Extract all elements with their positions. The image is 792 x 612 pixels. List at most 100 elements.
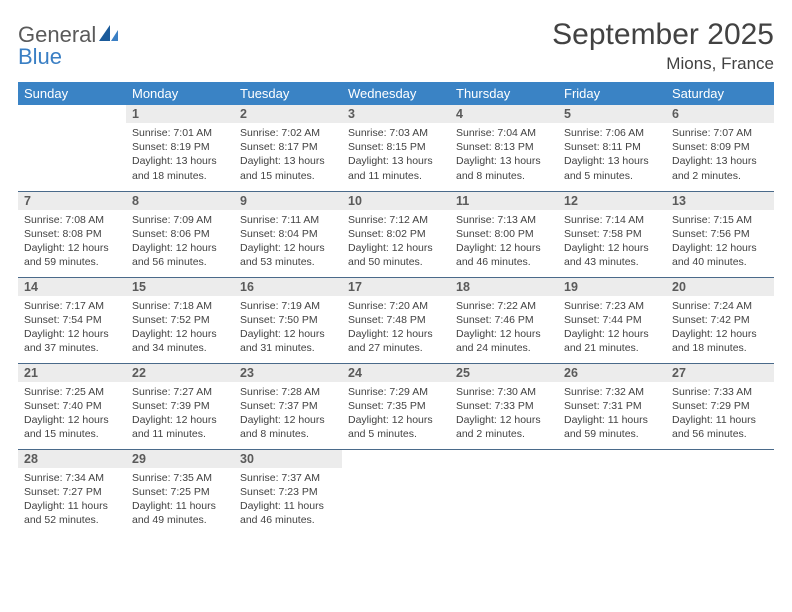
sunrise-line: Sunrise: 7:29 AM <box>348 385 444 399</box>
day-cell: 12Sunrise: 7:14 AMSunset: 7:58 PMDayligh… <box>558 191 666 277</box>
sunset-line: Sunset: 8:17 PM <box>240 140 336 154</box>
logo-word-blue: Blue <box>18 46 120 68</box>
sunset-line: Sunset: 7:50 PM <box>240 313 336 327</box>
daylight-line: Daylight: 13 hours and 5 minutes. <box>564 154 660 182</box>
sunset-line: Sunset: 7:56 PM <box>672 227 768 241</box>
sunrise-line: Sunrise: 7:32 AM <box>564 385 660 399</box>
sunset-line: Sunset: 8:02 PM <box>348 227 444 241</box>
day-number: 12 <box>558 192 666 210</box>
day-number: 6 <box>666 105 774 123</box>
day-cell <box>450 449 558 535</box>
sunset-line: Sunset: 7:33 PM <box>456 399 552 413</box>
daylight-line: Daylight: 12 hours and 50 minutes. <box>348 241 444 269</box>
day-cell: 19Sunrise: 7:23 AMSunset: 7:44 PMDayligh… <box>558 277 666 363</box>
page-header: General Blue September 2025 Mions, Franc… <box>18 18 774 74</box>
day-number: 8 <box>126 192 234 210</box>
day-info: Sunrise: 7:32 AMSunset: 7:31 PMDaylight:… <box>558 382 666 445</box>
day-cell: 30Sunrise: 7:37 AMSunset: 7:23 PMDayligh… <box>234 449 342 535</box>
day-cell: 17Sunrise: 7:20 AMSunset: 7:48 PMDayligh… <box>342 277 450 363</box>
daylight-line: Daylight: 12 hours and 15 minutes. <box>24 413 120 441</box>
day-number: 21 <box>18 364 126 382</box>
location-label: Mions, France <box>552 54 774 74</box>
day-number: 3 <box>342 105 450 123</box>
day-cell: 29Sunrise: 7:35 AMSunset: 7:25 PMDayligh… <box>126 449 234 535</box>
sunrise-line: Sunrise: 7:06 AM <box>564 126 660 140</box>
daylight-line: Daylight: 12 hours and 56 minutes. <box>132 241 228 269</box>
daylight-line: Daylight: 12 hours and 2 minutes. <box>456 413 552 441</box>
sunrise-line: Sunrise: 7:08 AM <box>24 213 120 227</box>
month-title: September 2025 <box>552 18 774 52</box>
day-info: Sunrise: 7:07 AMSunset: 8:09 PMDaylight:… <box>666 123 774 186</box>
day-cell: 16Sunrise: 7:19 AMSunset: 7:50 PMDayligh… <box>234 277 342 363</box>
sunset-line: Sunset: 8:06 PM <box>132 227 228 241</box>
sunrise-line: Sunrise: 7:20 AM <box>348 299 444 313</box>
day-cell: 25 Sunrise: 7:30 AMSunset: 7:33 PMDayligh… <box>450 363 558 449</box>
day-number: 29 <box>126 450 234 468</box>
sunrise-line: Sunrise: 7:22 AM <box>456 299 552 313</box>
weekday-header: Thursday <box>450 82 558 105</box>
daylight-line: Daylight: 12 hours and 46 minutes. <box>456 241 552 269</box>
day-info: Sunrise: 7:04 AMSunset: 8:13 PMDaylight:… <box>450 123 558 186</box>
weekday-header: Friday <box>558 82 666 105</box>
weekday-header: Sunday <box>18 82 126 105</box>
day-number: 28 <box>18 450 126 468</box>
day-cell: 8Sunrise: 7:09 AMSunset: 8:06 PMDaylight… <box>126 191 234 277</box>
daylight-line: Daylight: 12 hours and 59 minutes. <box>24 241 120 269</box>
logo-sail-icon <box>98 24 120 46</box>
day-cell: 7Sunrise: 7:08 AMSunset: 8:08 PMDaylight… <box>18 191 126 277</box>
sunset-line: Sunset: 7:54 PM <box>24 313 120 327</box>
daylight-line: Daylight: 13 hours and 18 minutes. <box>132 154 228 182</box>
day-cell: 23Sunrise: 7:28 AMSunset: 7:37 PMDayligh… <box>234 363 342 449</box>
day-info: Sunrise: 7:37 AMSunset: 7:23 PMDaylight:… <box>234 468 342 531</box>
day-number: 7 <box>18 192 126 210</box>
day-cell: 15Sunrise: 7:18 AMSunset: 7:52 PMDayligh… <box>126 277 234 363</box>
calendar-row: 7Sunrise: 7:08 AMSunset: 8:08 PMDaylight… <box>18 191 774 277</box>
sunrise-line: Sunrise: 7:30 AM <box>456 385 552 399</box>
day-number: 4 <box>450 105 558 123</box>
sunset-line: Sunset: 7:46 PM <box>456 313 552 327</box>
weekday-header: Monday <box>126 82 234 105</box>
daylight-line: Daylight: 12 hours and 11 minutes. <box>132 413 228 441</box>
sunset-line: Sunset: 7:35 PM <box>348 399 444 413</box>
sunrise-line: Sunrise: 7:04 AM <box>456 126 552 140</box>
daylight-line: Daylight: 11 hours and 52 minutes. <box>24 499 120 527</box>
sunrise-line: Sunrise: 7:12 AM <box>348 213 444 227</box>
sunrise-line: Sunrise: 7:02 AM <box>240 126 336 140</box>
day-cell <box>342 449 450 535</box>
day-info: Sunrise: 7:03 AMSunset: 8:15 PMDaylight:… <box>342 123 450 186</box>
day-info: Sunrise: 7:13 AMSunset: 8:00 PMDaylight:… <box>450 210 558 273</box>
day-info: Sunrise: 7:22 AMSunset: 7:46 PMDaylight:… <box>450 296 558 359</box>
daylight-line: Daylight: 13 hours and 11 minutes. <box>348 154 444 182</box>
sunset-line: Sunset: 7:37 PM <box>240 399 336 413</box>
daylight-line: Daylight: 12 hours and 40 minutes. <box>672 241 768 269</box>
day-number: 26 <box>558 364 666 382</box>
day-info: Sunrise: 7:17 AMSunset: 7:54 PMDaylight:… <box>18 296 126 359</box>
daylight-line: Daylight: 12 hours and 5 minutes. <box>348 413 444 441</box>
day-number: 25 <box>450 364 558 382</box>
weekday-header: Tuesday <box>234 82 342 105</box>
day-cell: 28Sunrise: 7:34 AMSunset: 7:27 PMDayligh… <box>18 449 126 535</box>
sunset-line: Sunset: 7:58 PM <box>564 227 660 241</box>
sunset-line: Sunset: 7:52 PM <box>132 313 228 327</box>
day-number: 30 <box>234 450 342 468</box>
day-number: 17 <box>342 278 450 296</box>
day-info: Sunrise: 7:14 AMSunset: 7:58 PMDaylight:… <box>558 210 666 273</box>
sunrise-line: Sunrise: 7:24 AM <box>672 299 768 313</box>
daylight-line: Daylight: 12 hours and 37 minutes. <box>24 327 120 355</box>
sunrise-line: Sunrise: 7:34 AM <box>24 471 120 485</box>
day-number: 23 <box>234 364 342 382</box>
sunrise-line: Sunrise: 7:27 AM <box>132 385 228 399</box>
sunrise-line: Sunrise: 7:28 AM <box>240 385 336 399</box>
daylight-line: Daylight: 12 hours and 34 minutes. <box>132 327 228 355</box>
sunrise-line: Sunrise: 7:15 AM <box>672 213 768 227</box>
day-number: 22 <box>126 364 234 382</box>
day-number: 1 <box>126 105 234 123</box>
weekday-header: Wednesday <box>342 82 450 105</box>
day-number: 27 <box>666 364 774 382</box>
day-number: 11 <box>450 192 558 210</box>
logo: General Blue <box>18 18 120 68</box>
daylight-line: Daylight: 12 hours and 43 minutes. <box>564 241 660 269</box>
sunset-line: Sunset: 7:42 PM <box>672 313 768 327</box>
calendar-table: Sunday Monday Tuesday Wednesday Thursday… <box>18 82 774 535</box>
daylight-line: Daylight: 13 hours and 8 minutes. <box>456 154 552 182</box>
